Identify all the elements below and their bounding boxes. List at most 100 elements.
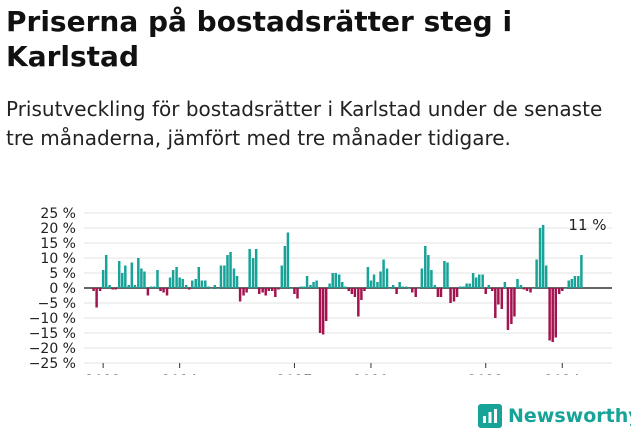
x-tick-label: 2022: [468, 373, 504, 375]
bar: [513, 288, 516, 317]
bar: [328, 283, 331, 288]
y-tick-label: 20 %: [40, 221, 76, 237]
bar: [443, 261, 446, 288]
bar: [309, 285, 312, 288]
bar: [149, 286, 153, 288]
bar: [168, 277, 172, 288]
bar: [261, 288, 264, 293]
bar: [232, 268, 236, 288]
bar: [544, 265, 548, 288]
bar: [175, 267, 178, 288]
bar: [321, 288, 325, 335]
bar: [407, 288, 411, 289]
bar: [162, 288, 165, 293]
bar: [324, 288, 328, 321]
bar: [391, 285, 395, 288]
bar: [398, 282, 401, 288]
page-title: Priserna på bostadsrätter steg i Karlsta…: [6, 5, 513, 73]
x-axis: 2012 2014 2017 2019 2022 2024: [85, 363, 580, 375]
bar: [197, 267, 201, 288]
bar: [219, 265, 223, 288]
bar: [382, 259, 385, 288]
bar: [481, 274, 484, 288]
bar: [187, 288, 191, 290]
bar: [245, 288, 248, 293]
bar: [283, 246, 287, 288]
bar: [337, 274, 341, 288]
bar: [257, 288, 261, 294]
bar-chart: 25 %20 %15 %10 %5 %0 %−5 %−10 %−15 %−20 …: [29, 206, 612, 375]
bar: [420, 268, 424, 288]
bar: [210, 288, 213, 289]
bar: [280, 265, 284, 288]
bar: [567, 280, 571, 288]
bar: [411, 288, 414, 293]
bar: [548, 288, 551, 341]
bar: [363, 288, 366, 291]
bar: [376, 282, 379, 288]
bar: [395, 288, 398, 294]
bar: [104, 255, 108, 288]
bar: [95, 288, 98, 308]
bar: [477, 274, 481, 288]
x-tick-label: 2024: [544, 373, 580, 375]
bar: [366, 267, 370, 288]
bar: [101, 270, 105, 288]
bar: [379, 271, 382, 288]
bar: [357, 288, 360, 317]
bar: [554, 288, 557, 338]
bar: [353, 288, 357, 297]
bar: [436, 288, 440, 297]
bar: [178, 277, 181, 288]
bar: [251, 258, 255, 288]
y-tick-label: −25 %: [29, 356, 76, 372]
bar: [510, 288, 513, 324]
bar: [127, 285, 131, 288]
bar: [130, 262, 134, 288]
bar: [430, 270, 433, 288]
bar: [487, 285, 491, 288]
bar: [117, 261, 121, 288]
bar: [204, 280, 207, 288]
bar: [264, 288, 267, 296]
bar: [290, 288, 293, 289]
bar: [296, 288, 299, 299]
bar: [471, 273, 475, 288]
chart-annotations: 11 %: [568, 216, 606, 234]
page-subtitle: Prisutveckling för bostadsrätter i Karls…: [6, 97, 603, 150]
bar: [312, 282, 315, 288]
bar: [223, 265, 226, 288]
bar: [452, 288, 456, 302]
bar: [525, 288, 529, 291]
bar: [439, 288, 443, 297]
bar: [181, 279, 184, 288]
bar: [360, 288, 363, 300]
bar: [242, 288, 245, 296]
bar: [277, 288, 280, 290]
bar: [271, 288, 274, 291]
bar: [541, 225, 545, 288]
x-tick-label: 2014: [162, 373, 198, 375]
bar: [137, 258, 140, 288]
bar: [557, 288, 561, 294]
bar: [140, 268, 143, 288]
bar: [491, 288, 494, 291]
bar: [302, 286, 306, 288]
bar: [146, 288, 150, 296]
bar: [494, 288, 497, 318]
bar: [369, 280, 373, 288]
bar: [133, 285, 137, 288]
bar: [200, 280, 204, 288]
bar: [516, 279, 519, 288]
x-tick-label: 2012: [85, 373, 121, 375]
y-tick-label: −20 %: [29, 341, 76, 357]
bar: [121, 273, 124, 288]
bar: [577, 276, 580, 288]
chart-bars: [92, 225, 583, 342]
bar: [248, 249, 251, 288]
bar: [152, 286, 156, 288]
bar: [347, 288, 351, 291]
bar: [404, 286, 408, 288]
y-tick-label: −5 %: [38, 296, 76, 312]
bar: [350, 288, 354, 294]
